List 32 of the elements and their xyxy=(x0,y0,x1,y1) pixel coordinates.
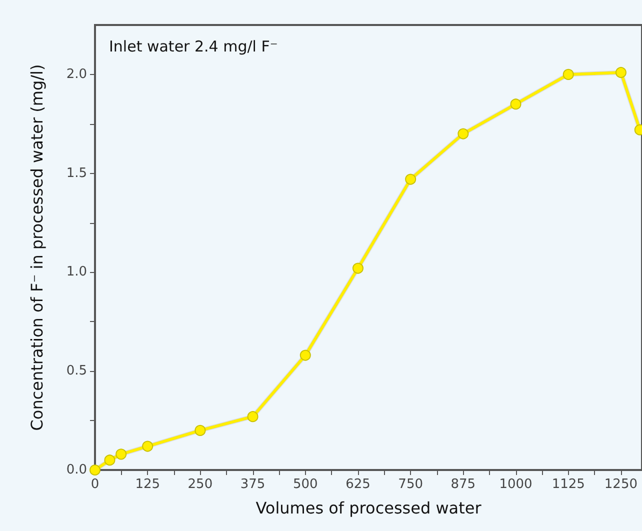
point xyxy=(247,411,258,422)
x-axis-title: Volumes of processed water xyxy=(256,498,482,518)
point xyxy=(116,448,127,460)
point xyxy=(104,454,116,466)
x-tick-label: 0 xyxy=(90,477,100,492)
point xyxy=(615,66,626,78)
point xyxy=(142,440,154,452)
x-tick-label: 125 xyxy=(135,477,160,492)
y-tick-label: 1.0 xyxy=(66,264,87,280)
point xyxy=(194,424,206,436)
y-tick-label: 0.5 xyxy=(66,364,87,379)
point xyxy=(352,262,364,274)
annotation: Inlet water 2.4 mg/l F⁻ xyxy=(109,38,278,56)
y-axis-title: Concentration of F⁻ in processed water (mg/l) xyxy=(28,64,46,431)
point xyxy=(562,68,574,80)
x-tick-label: 375 xyxy=(240,477,266,492)
point xyxy=(405,174,416,185)
y-tick-label: 1.5 xyxy=(66,166,87,181)
x-tick-label: 250 xyxy=(188,477,213,492)
x-tick-label: 1250 xyxy=(604,477,638,492)
x-tick-label: 1000 xyxy=(499,477,532,492)
x-tick-label: 1125 xyxy=(552,477,585,492)
x-tick-label: 500 xyxy=(292,477,318,492)
y-tick-label: 0.0 xyxy=(66,462,87,478)
y-tick-label: 2.0 xyxy=(66,66,87,82)
x-tick-label: 750 xyxy=(398,477,423,492)
x-tick-label: 875 xyxy=(450,477,476,492)
point xyxy=(90,464,100,476)
point xyxy=(458,128,469,140)
point xyxy=(300,350,311,361)
x-tick-label: 625 xyxy=(346,477,370,492)
point xyxy=(510,98,522,110)
